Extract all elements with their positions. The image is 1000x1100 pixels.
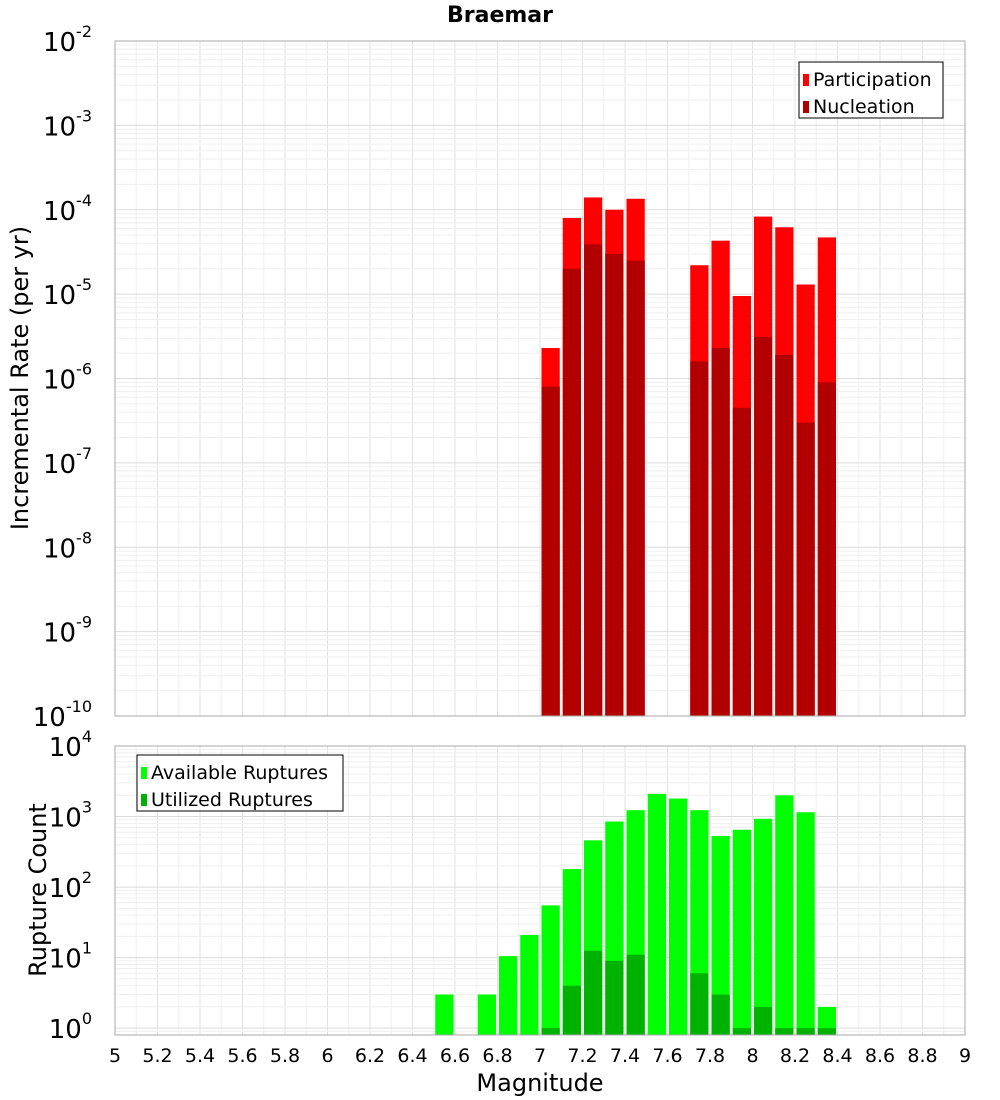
bottom-bar-utilized-ruptures-8.1 — [775, 1028, 794, 1035]
bottom-plot-area: 100 101 102 103 104 Available Ruptures Utilize… — [49, 727, 971, 1067]
bottom-y-axis-label: Rupture Count — [24, 803, 52, 977]
top-legend-label: Participation — [813, 69, 932, 91]
top-y-tick-label: 10-9 — [43, 613, 92, 649]
top-bar-nucleation-7.7 — [690, 361, 709, 716]
bottom-bar-utilized-ruptures-7.4 — [626, 954, 645, 1035]
x-tick-label: 7.8 — [695, 1045, 725, 1067]
bottom-bar-available-ruptures-7.5 — [647, 793, 666, 1035]
bottom-y-tick-label: 103 — [49, 798, 92, 834]
x-tick-label: 8.2 — [780, 1045, 810, 1067]
x-tick-label: 7 — [534, 1045, 546, 1067]
bottom-bar-available-ruptures-6.9 — [520, 934, 539, 1035]
top-bar-nucleation-7.0 — [541, 386, 560, 716]
top-bar-nucleation-7.8 — [711, 347, 730, 716]
bottom-bar-utilized-ruptures-7.7 — [690, 973, 709, 1035]
bottom-bar-utilized-ruptures-7.8 — [711, 994, 730, 1035]
x-axis-label: Magnitude — [476, 1069, 603, 1097]
top-bar-nucleation-8.0 — [754, 337, 773, 716]
bottom-bar-available-ruptures-7.0 — [541, 905, 560, 1035]
x-tick-label: 5.6 — [227, 1045, 257, 1067]
x-tick-label: 5.2 — [142, 1045, 172, 1067]
top-y-tick-label: 10-8 — [43, 528, 92, 564]
x-tick-label: 7.6 — [652, 1045, 682, 1067]
x-tick-label: 8.4 — [822, 1045, 852, 1067]
bottom-bar-utilized-ruptures-7.9 — [732, 1028, 751, 1035]
bottom-bar-utilized-ruptures-7.2 — [584, 950, 603, 1035]
top-bar-nucleation-8.3 — [817, 382, 836, 716]
top-y-tick-label: 10-6 — [43, 360, 92, 396]
top-legend-swatch — [803, 74, 809, 86]
bottom-bar-utilized-ruptures-7.1 — [562, 985, 581, 1035]
bottom-bar-utilized-ruptures-8.0 — [754, 1006, 773, 1035]
x-tick-label: 8.8 — [907, 1045, 937, 1067]
top-y-tick-label: 10-3 — [43, 106, 92, 142]
bottom-bar-utilized-ruptures-7.3 — [605, 960, 624, 1035]
x-tick-label: 5.4 — [185, 1045, 215, 1067]
bottom-plot-border — [114, 745, 966, 1036]
top-bar-nucleation-7.3 — [605, 253, 624, 716]
bottom-bar-available-ruptures-6.5 — [435, 994, 454, 1035]
top-y-tick-label: 10-7 — [43, 444, 92, 480]
top-bar-nucleation-8.1 — [775, 354, 794, 716]
bottom-bar-available-ruptures-6.7 — [477, 994, 496, 1035]
top-y-tick-label: 10-2 — [43, 22, 92, 58]
bottom-bar-available-ruptures-8.2 — [796, 812, 815, 1035]
top-plot-border — [114, 40, 966, 717]
top-y-tick-label: 10-10 — [33, 697, 92, 733]
top-bar-nucleation-7.4 — [626, 260, 645, 716]
x-tick-label: 6.6 — [440, 1045, 470, 1067]
bottom-legend-swatch — [141, 767, 147, 779]
top-y-axis-label: Incremental Rate (per yr) — [6, 226, 34, 530]
top-y-tick-label: 10-4 — [43, 191, 92, 227]
bottom-bar-available-ruptures-8.1 — [775, 795, 794, 1035]
bottom-legend-label: Available Ruptures — [151, 762, 328, 784]
x-tick-label: 6.8 — [482, 1045, 512, 1067]
bottom-legend: Available Ruptures Utilized Ruptures — [136, 754, 344, 812]
bottom-y-tick-label: 101 — [49, 939, 92, 975]
top-bar-nucleation-7.1 — [562, 268, 581, 716]
x-tick-label: 8.6 — [865, 1045, 895, 1067]
bottom-bar-available-ruptures-7.6 — [669, 798, 688, 1035]
top-legend-swatch — [803, 101, 809, 113]
x-tick-label: 7.2 — [567, 1045, 597, 1067]
x-tick-label: 7.4 — [610, 1045, 640, 1067]
x-tick-label: 5 — [109, 1045, 121, 1067]
bottom-legend-box — [136, 754, 344, 812]
top-bar-nucleation-7.2 — [584, 244, 603, 717]
bottom-bar-utilized-ruptures-7.0 — [541, 1028, 560, 1035]
top-y-tick-label: 10-5 — [43, 275, 92, 311]
bottom-y-tick-label: 102 — [49, 868, 92, 904]
chart-title: Braemar — [447, 3, 553, 28]
x-tick-label: 6 — [321, 1045, 333, 1067]
bottom-bar-utilized-ruptures-8.3 — [817, 1028, 836, 1035]
x-tick-label: 6.4 — [397, 1045, 427, 1067]
x-tick-label: 6.2 — [355, 1045, 385, 1067]
bottom-bar-available-ruptures-7.8 — [711, 835, 730, 1035]
top-legend-box — [798, 61, 944, 119]
top-legend-label: Nucleation — [813, 96, 915, 118]
top-plot-area: 10-10 10-9 10-8 10-7 10-6 10-5 10-4 10-3 10-2 Par… — [33, 22, 966, 733]
bottom-bar-available-ruptures-7.9 — [732, 829, 751, 1035]
bottom-y-tick-label: 104 — [49, 727, 92, 763]
bottom-y-tick-label: 100 — [49, 1009, 92, 1045]
x-tick-label: 8 — [746, 1045, 758, 1067]
x-tick-label: 9 — [959, 1045, 971, 1067]
bottom-legend-swatch — [141, 794, 147, 806]
bottom-legend-label: Utilized Ruptures — [151, 789, 313, 811]
bottom-bar-available-ruptures-8.0 — [754, 818, 773, 1035]
top-bar-nucleation-8.2 — [796, 422, 815, 716]
top-legend: Participation Nucleation — [798, 61, 944, 119]
bottom-bar-utilized-ruptures-8.2 — [796, 1028, 815, 1035]
bottom-bar-available-ruptures-6.8 — [499, 956, 518, 1035]
top-bar-nucleation-7.9 — [732, 407, 751, 716]
bottom-bar-available-ruptures-8.3 — [817, 1006, 836, 1035]
x-tick-label: 5.8 — [270, 1045, 300, 1067]
